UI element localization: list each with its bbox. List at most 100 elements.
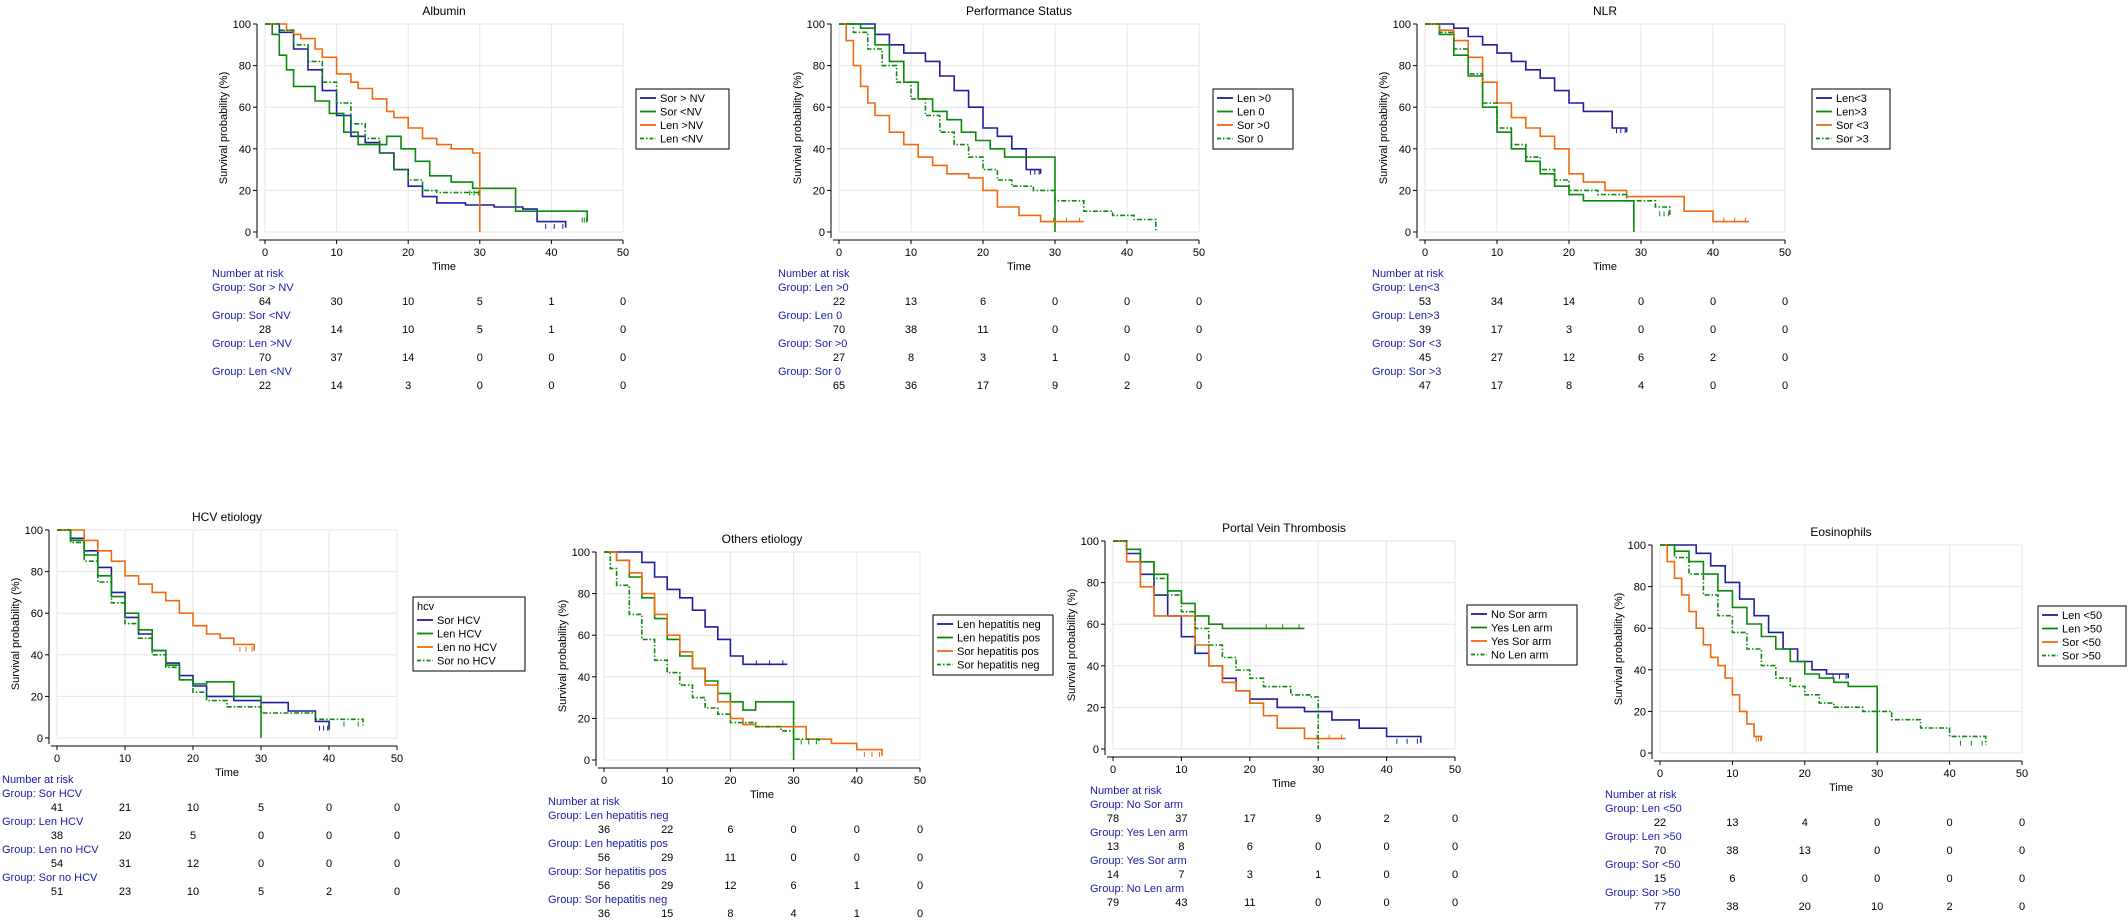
- risk-count: 6: [980, 296, 986, 308]
- x-tick-label: 40: [1121, 247, 1133, 259]
- risk-count: 0: [1947, 873, 1953, 885]
- x-tick-label: 20: [724, 775, 736, 787]
- legend-label: Sor 0: [1237, 134, 1263, 146]
- x-tick-label: 30: [787, 775, 799, 787]
- legend-label: Sor <3: [1836, 120, 1869, 132]
- y-axis-label: Survival probability (%): [10, 578, 22, 690]
- risk-table-title: Number at risk: [778, 268, 850, 280]
- y-tick-label: 20: [1399, 185, 1411, 197]
- risk-group-label: Group: Yes Sor arm: [1090, 855, 1187, 867]
- risk-count: 22: [833, 296, 845, 308]
- risk-count: 2: [1710, 352, 1716, 364]
- km-curve: [1425, 23, 1635, 232]
- risk-count: 0: [1452, 897, 1458, 909]
- km-curve: [1113, 540, 1346, 740]
- x-tick-label: 10: [330, 247, 342, 259]
- risk-group-label: Group: Sor no HCV: [2, 872, 98, 884]
- risk-count: 10: [187, 886, 199, 898]
- risk-count: 38: [1726, 845, 1738, 857]
- x-tick-label: 50: [391, 753, 403, 765]
- risk-count: 54: [51, 858, 63, 870]
- risk-count: 70: [259, 352, 271, 364]
- risk-count: 0: [1196, 352, 1202, 364]
- x-tick-label: 50: [617, 247, 629, 259]
- risk-count: 4: [791, 908, 797, 920]
- risk-count: 64: [259, 296, 271, 308]
- risk-count: 5: [190, 830, 196, 842]
- risk-count: 13: [1799, 845, 1811, 857]
- risk-count: 3: [405, 380, 411, 392]
- legend-label: Sor >0: [1237, 120, 1270, 132]
- km-curve: [1660, 544, 1763, 741]
- x-tick-label: 40: [1380, 764, 1392, 776]
- risk-count: 1: [854, 880, 860, 892]
- risk-count: 0: [1052, 324, 1058, 336]
- x-axis-label: Time: [1829, 782, 1853, 794]
- legend-box: [1811, 88, 1891, 150]
- risk-count: 47: [1419, 380, 1431, 392]
- x-tick-label: 40: [545, 247, 557, 259]
- risk-count: 14: [1107, 869, 1119, 881]
- legend-label: Sor hepatitis neg: [957, 660, 1040, 672]
- risk-count: 41: [51, 802, 63, 814]
- risk-count: 0: [1874, 873, 1880, 885]
- risk-count: 9: [1052, 380, 1058, 392]
- y-tick-label: 60: [578, 630, 590, 642]
- legend-label: Len 0: [1237, 107, 1265, 119]
- x-tick-label: 50: [914, 775, 926, 787]
- legend-label: No Sor arm: [1491, 609, 1547, 621]
- km-curve: [604, 551, 883, 756]
- chart-title: HCV etiology: [192, 510, 262, 524]
- risk-count: 5: [477, 324, 483, 336]
- km-curve: [1425, 23, 1671, 216]
- risk-count: 0: [1638, 296, 1644, 308]
- legend-label: No Len arm: [1491, 650, 1548, 662]
- legend-label: Sor > NV: [660, 93, 706, 105]
- x-tick-label: 0: [601, 775, 607, 787]
- y-tick-label: 80: [31, 567, 43, 579]
- risk-count: 2: [1124, 380, 1130, 392]
- risk-table-title: Number at risk: [2, 774, 74, 786]
- y-tick-label: 0: [1405, 227, 1411, 239]
- risk-count: 14: [330, 324, 342, 336]
- risk-count: 30: [330, 296, 342, 308]
- legend-label: Sor <NV: [660, 107, 703, 119]
- risk-group-label: Group: Len >NV: [212, 338, 292, 350]
- risk-table: Number at risk Group: Len hepatitis neg 36…: [548, 796, 923, 920]
- risk-count: 0: [1196, 296, 1202, 308]
- y-tick-label: 60: [1399, 102, 1411, 114]
- x-tick-label: 40: [1943, 768, 1955, 780]
- risk-count: 13: [905, 296, 917, 308]
- y-tick-label: 40: [1634, 665, 1646, 677]
- risk-count: 11: [977, 324, 988, 336]
- risk-count: 38: [905, 324, 917, 336]
- legend-label: Len >0: [1237, 93, 1271, 105]
- risk-count: 0: [1782, 380, 1788, 392]
- risk-count: 70: [1654, 845, 1666, 857]
- legend-box: [1212, 88, 1294, 150]
- risk-count: 0: [917, 908, 923, 920]
- risk-count: 2: [326, 886, 332, 898]
- risk-count: 0: [326, 858, 332, 870]
- km-curve: [1660, 544, 1878, 753]
- x-tick-label: 40: [851, 775, 863, 787]
- risk-count: 6: [791, 880, 797, 892]
- legend-label: Len hepatitis pos: [957, 633, 1041, 645]
- risk-count: 36: [905, 380, 917, 392]
- risk-count: 0: [1315, 841, 1321, 853]
- risk-count: 17: [1491, 324, 1503, 336]
- y-axis-label: Survival probability (%): [792, 72, 804, 184]
- x-tick-label: 10: [661, 775, 673, 787]
- x-tick-label: 30: [1635, 247, 1647, 259]
- km-curve: [1660, 544, 1849, 679]
- risk-count: 0: [917, 852, 923, 864]
- legend-label: Sor no HCV: [437, 656, 496, 668]
- risk-group-label: Group: No Sor arm: [1090, 799, 1183, 811]
- legend-label: Len hepatitis neg: [957, 619, 1041, 631]
- y-tick-label: 0: [1093, 744, 1099, 756]
- legend-label: Yes Sor arm: [1491, 636, 1551, 648]
